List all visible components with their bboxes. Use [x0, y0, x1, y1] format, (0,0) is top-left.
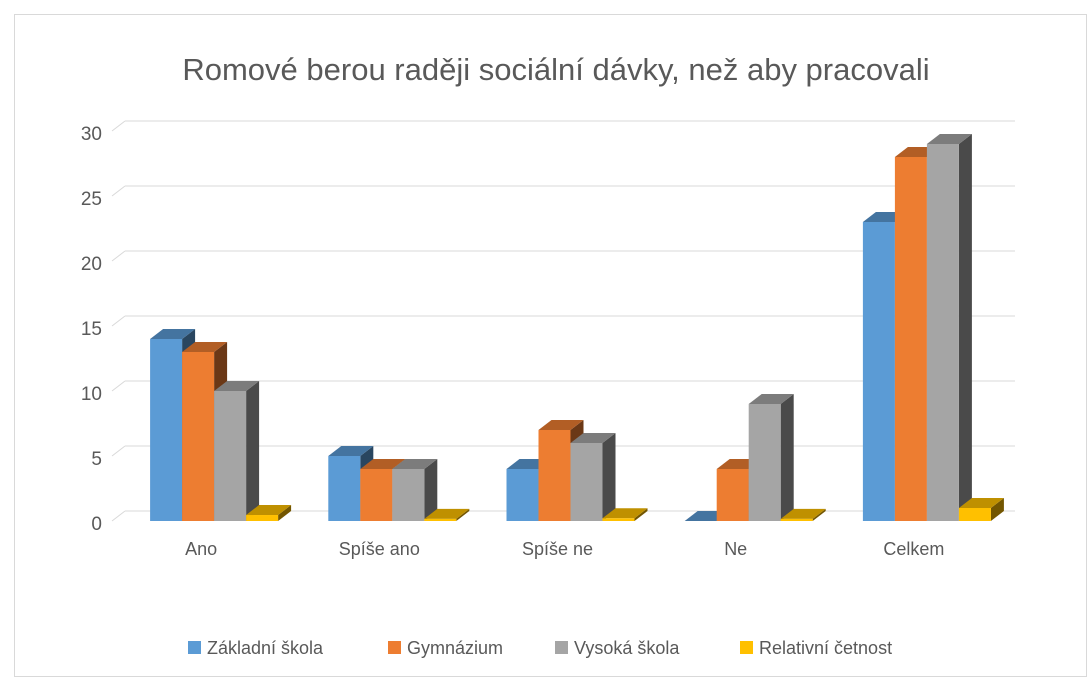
- bar-face: [812, 508, 826, 521]
- bar: [748, 394, 794, 521]
- bar-face: [392, 469, 425, 521]
- bar-face: [958, 134, 972, 521]
- grid-line: [111, 315, 126, 327]
- bar-face: [780, 518, 813, 521]
- legend-swatch: [555, 641, 568, 654]
- bar-face: [278, 505, 292, 521]
- x-tick-label: Spíše ano: [339, 539, 420, 559]
- x-tick-label: Ano: [185, 539, 217, 559]
- bar-face: [246, 381, 260, 521]
- bar-face: [780, 508, 826, 519]
- legend-swatch: [740, 641, 753, 654]
- bar-face: [958, 508, 991, 521]
- legend-swatch: [388, 641, 401, 654]
- bar-face: [424, 518, 457, 521]
- bar-face: [150, 339, 183, 521]
- bar-face: [602, 433, 616, 521]
- grid-line: [111, 380, 126, 392]
- legend-label: Základní škola: [207, 638, 324, 658]
- bar-face: [182, 342, 228, 352]
- bar-face: [182, 352, 215, 521]
- grid-line: [111, 445, 126, 457]
- y-tick-label: 5: [91, 449, 102, 470]
- bar-face: [990, 498, 1004, 521]
- bar-face: [780, 394, 794, 521]
- bar: [392, 459, 438, 521]
- y-tick-label: 0: [91, 514, 102, 535]
- bar-face: [424, 459, 438, 521]
- bar-face: [214, 381, 260, 391]
- bar-face: [862, 222, 895, 521]
- bar: [424, 508, 470, 521]
- bar-face: [894, 157, 927, 521]
- bar-face: [926, 134, 972, 144]
- bar-face: [214, 391, 247, 521]
- bar-face: [246, 505, 292, 516]
- legend-label: Vysoká škola: [574, 638, 680, 658]
- bar-face: [328, 446, 374, 456]
- bar: [780, 508, 826, 521]
- bar: [602, 508, 648, 521]
- x-tick-label: Celkem: [883, 539, 944, 559]
- bar-face: [538, 430, 571, 521]
- grid-line: [111, 120, 126, 132]
- bar: [958, 498, 1004, 521]
- x-tick-label: Ne: [724, 539, 747, 559]
- y-tick-label: 20: [81, 254, 102, 275]
- grid-line: [111, 185, 126, 197]
- bar-face: [456, 508, 470, 521]
- bar-face: [748, 394, 794, 404]
- bar-face: [716, 469, 749, 521]
- x-tick-label: Spíše ne: [522, 539, 593, 559]
- bar-face: [506, 469, 539, 521]
- bar-face: [602, 518, 635, 521]
- bar-face: [748, 404, 781, 521]
- bar-face: [538, 420, 584, 430]
- bar-face: [958, 498, 1004, 508]
- grid-line: [111, 510, 126, 522]
- bar-face: [926, 144, 959, 521]
- legend-swatch: [188, 641, 201, 654]
- bar-face: [570, 433, 616, 443]
- y-tick-label: 30: [81, 124, 102, 145]
- bar-face: [246, 515, 279, 521]
- bar-face: [360, 459, 406, 469]
- y-tick-label: 25: [81, 189, 102, 210]
- bar: [214, 381, 260, 521]
- bar-face: [634, 508, 648, 521]
- bar: [926, 134, 972, 521]
- y-tick-label: 10: [81, 384, 102, 405]
- chart-title: Romové berou raději sociální dávky, než …: [182, 52, 929, 87]
- legend-label: Relativní četnost: [759, 638, 892, 658]
- bar: [570, 433, 616, 521]
- grid-line: [111, 250, 126, 262]
- bar: [246, 505, 292, 521]
- bar-face: [570, 443, 603, 521]
- y-tick-label: 15: [81, 319, 102, 340]
- bar-face: [328, 456, 361, 521]
- bar-face: [360, 469, 393, 521]
- bar-face: [392, 459, 438, 469]
- bar-face: [424, 508, 470, 519]
- legend-label: Gymnázium: [407, 638, 503, 658]
- bar-face: [150, 329, 196, 339]
- bar-face: [602, 508, 648, 519]
